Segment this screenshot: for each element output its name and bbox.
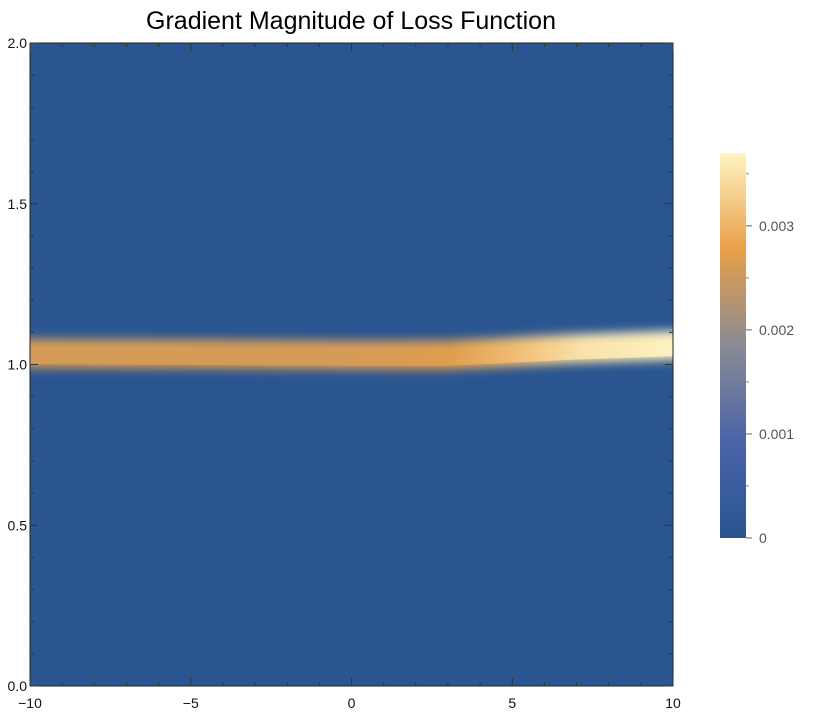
- colorbar-tick-label: 0.002: [759, 322, 794, 338]
- colorbar-tick-label: 0: [759, 530, 767, 546]
- x-axis: −10 −5 0 5 10: [18, 43, 681, 711]
- y-tick-label: 1.5: [8, 196, 28, 212]
- x-tick-label: −5: [183, 695, 199, 711]
- y-tick-label: 0.0: [8, 678, 28, 694]
- ridge-core: [30, 350, 673, 366]
- colorbar-ticks: 0 0.001 0.002 0.003: [746, 173, 794, 546]
- x-tick-label: 5: [508, 695, 516, 711]
- x-tick-label: −10: [18, 695, 42, 711]
- x-tick-label: 0: [348, 695, 356, 711]
- y-tick-label: 1.0: [8, 357, 28, 373]
- plot-area: [29, 42, 674, 687]
- colorbar-tick-label: 0.001: [759, 426, 794, 442]
- colorbar-gradient: [720, 153, 746, 538]
- ridge-band: [30, 330, 673, 370]
- y-axis: 0.0 0.5 1.0 1.5 2.0: [8, 35, 673, 694]
- colorbar-tick-label: 0.003: [759, 218, 794, 234]
- chart-title: Gradient Magnitude of Loss Function: [146, 7, 556, 35]
- x-tick-label: 10: [665, 695, 681, 711]
- y-tick-label: 2.0: [8, 35, 28, 51]
- colorbar: 0 0.001 0.002 0.003: [720, 153, 794, 546]
- y-tick-label: 0.5: [8, 517, 28, 533]
